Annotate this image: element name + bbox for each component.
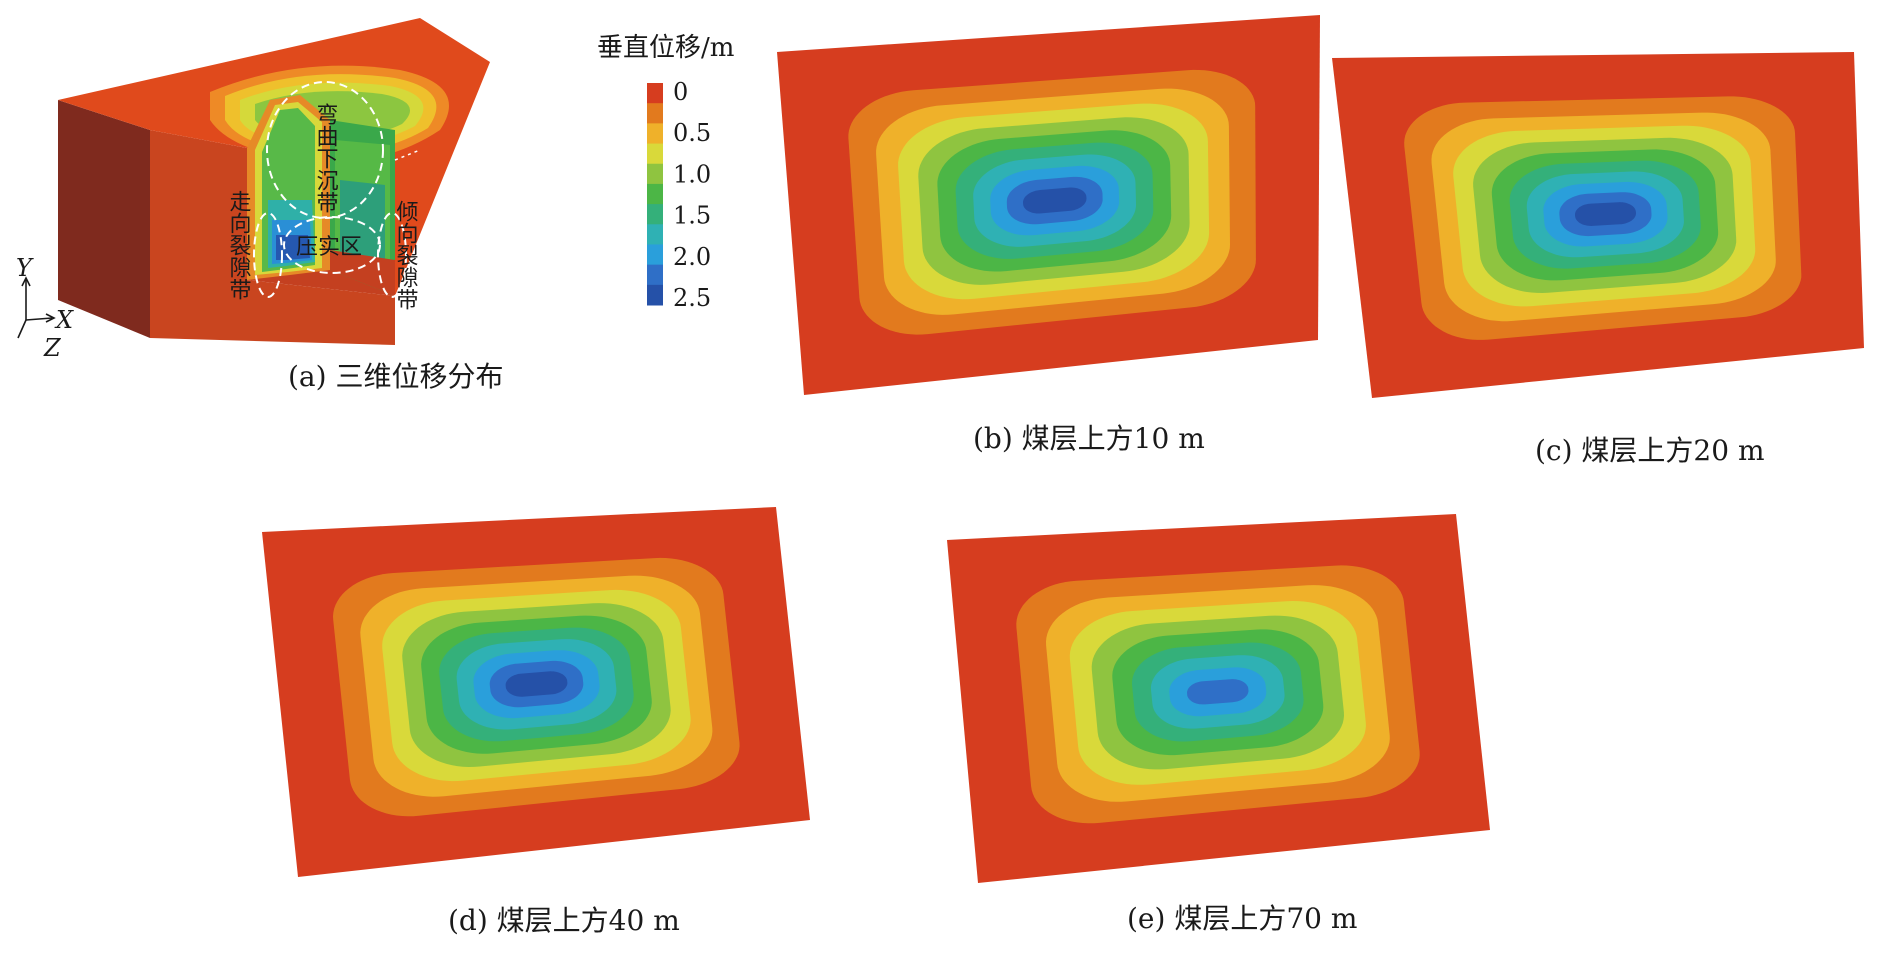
colorbar-tick-label: 1.5 bbox=[673, 202, 711, 230]
panel-e-caption: (e) 煤层上方70 m bbox=[1127, 902, 1357, 935]
colorbar-band bbox=[647, 264, 663, 286]
colorbar-tick-label: 0 bbox=[673, 78, 688, 106]
colorbar-band bbox=[647, 204, 663, 225]
panel-a: 弯曲下沉带 走向裂隙带 倾向裂隙带 压实区 Y X Z 垂直位移/m 0 0.5 1… bbox=[16, 18, 734, 393]
cutaway-section bbox=[247, 95, 421, 296]
block-left-face bbox=[58, 100, 150, 338]
colorbar-tick-label: 1.0 bbox=[673, 160, 711, 188]
panel-c-contour-band bbox=[1575, 202, 1636, 226]
zone-dip-label: 倾向裂隙带 bbox=[393, 200, 419, 310]
colorbar-band bbox=[647, 244, 663, 266]
colorbar-tick-label: 2.5 bbox=[673, 284, 711, 312]
block-front-face bbox=[150, 130, 395, 345]
panel-d-contour-band bbox=[505, 671, 568, 697]
colorbar-band bbox=[647, 163, 663, 185]
zone-compact-label: 压实区 bbox=[296, 235, 362, 260]
dip-zone-outline bbox=[377, 212, 407, 298]
axis-triad bbox=[17, 276, 56, 339]
panel-d bbox=[262, 507, 810, 877]
panel-e-contour-band bbox=[1187, 679, 1249, 705]
zone-bend-label: 弯曲下沉带 bbox=[313, 103, 339, 213]
colorbar-band bbox=[647, 183, 663, 205]
axis-y-label: Y bbox=[16, 254, 34, 282]
panel-a-caption: (a) 三维位移分布 bbox=[288, 360, 503, 393]
colorbar-title: 垂直位移/m bbox=[597, 33, 734, 63]
colorbar-band bbox=[647, 224, 663, 245]
colorbar-band bbox=[647, 83, 663, 104]
colorbar-tick-label: 2.0 bbox=[673, 243, 711, 271]
panel-b-contour-band bbox=[1023, 187, 1087, 214]
colorbar-tick-label: 0.5 bbox=[673, 119, 711, 147]
panel-c bbox=[1332, 52, 1864, 398]
colorbar-band bbox=[647, 103, 663, 124]
panel-c-caption: (c) 煤层上方20 m bbox=[1535, 434, 1765, 467]
compact-zone-outline bbox=[283, 216, 381, 274]
colorbar-band bbox=[647, 284, 663, 306]
panel-d-caption: (d) 煤层上方40 m bbox=[448, 904, 680, 937]
zone-strike-label: 走向裂隙带 bbox=[226, 190, 252, 300]
panel-b-caption: (b) 煤层上方10 m bbox=[973, 422, 1205, 455]
colorbar bbox=[647, 83, 663, 306]
zone-outlines bbox=[253, 81, 407, 298]
axis-z-label: Z bbox=[43, 334, 62, 362]
panel-e bbox=[947, 514, 1490, 883]
axis-x-label: X bbox=[54, 306, 74, 334]
colorbar-band bbox=[647, 143, 663, 165]
colorbar-ticks: 0 0.5 1.0 1.5 2.0 2.5 bbox=[673, 78, 711, 312]
panel-b bbox=[777, 15, 1320, 395]
strike-zone-outline bbox=[253, 212, 283, 298]
colorbar-band bbox=[647, 123, 663, 145]
